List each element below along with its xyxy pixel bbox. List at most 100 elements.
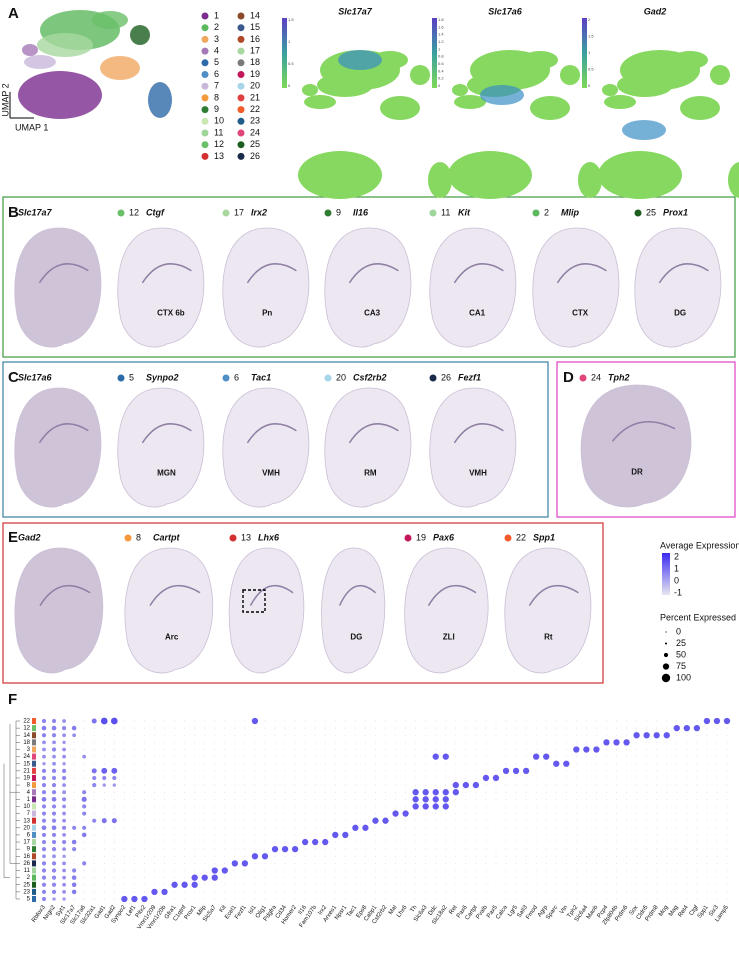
dot [334,855,336,857]
dot [304,791,306,793]
dot [113,841,115,843]
cluster-label: 14 [23,733,30,739]
dot [716,841,718,843]
dot [616,813,618,815]
dot [495,813,497,815]
dot [465,756,467,758]
dot [686,734,688,736]
dot [274,734,276,736]
dot [415,734,417,736]
dot [344,741,346,743]
dot [51,725,57,731]
dot [455,827,457,829]
dot [214,791,216,793]
dot [304,813,306,815]
dot [505,727,507,729]
dot [495,862,497,864]
dot [595,734,597,736]
feature-umap [672,51,708,69]
dot [264,777,266,779]
dot [525,791,527,793]
dot [133,756,135,758]
dot [636,855,638,857]
dot [73,720,75,722]
dot [234,841,236,843]
dot [73,784,75,786]
dot [254,727,256,729]
dot [143,820,145,822]
dot [123,748,125,750]
dot [726,855,728,857]
dot [475,834,477,836]
dot [254,741,256,743]
dot [274,862,276,864]
dot [42,740,46,745]
dot [676,898,678,900]
umap-cluster [24,55,56,69]
dot [143,805,145,807]
cluster-label: 9 [27,847,31,853]
dot [716,777,718,779]
dot [445,784,447,786]
dot [435,834,437,836]
dot [505,891,507,893]
dot [133,791,135,793]
dot [224,805,226,807]
cluster-swatch [32,753,36,760]
dot [545,827,547,829]
dot [184,813,186,815]
dot [595,727,597,729]
dot [726,805,728,807]
dot [616,805,618,807]
dot [495,805,497,807]
dot [485,841,487,843]
dot [616,848,618,850]
dot [575,891,577,893]
dot [686,877,688,879]
dot [334,763,336,765]
dot [626,720,628,722]
dot [344,827,346,829]
dot [445,777,447,779]
dot [133,820,135,822]
dot [475,720,477,722]
dot [716,870,718,872]
dot [585,741,587,743]
dot [334,870,336,872]
dot [425,756,427,758]
colorbar-tick: 0.2 [438,76,444,81]
dot [716,748,718,750]
dot [525,820,527,822]
dot [646,798,648,800]
colorbar-tick: 1.6 [438,24,444,29]
dot [495,763,497,765]
dot [194,870,196,872]
dot [41,896,47,902]
dot [174,820,176,822]
dot [324,784,326,786]
dot [425,820,427,822]
gene-name: Il16 [353,207,369,217]
dot [374,855,376,857]
dot [73,813,75,815]
dot [264,763,266,765]
dot [334,734,336,736]
dot [41,875,47,880]
dot [41,825,47,831]
dot [204,884,206,886]
dot [73,741,75,743]
region-label: VMH [262,469,280,478]
dot [455,756,457,758]
dot [234,884,236,886]
cluster-dot [634,209,642,217]
gene-label: Pvalb [475,904,489,920]
dot [234,898,236,900]
section-detail [556,263,607,284]
dot [184,791,186,793]
dot [82,754,87,759]
cluster-label: 21 [23,768,30,774]
dot [626,862,628,864]
cluster-swatch [32,824,36,831]
dot [164,734,166,736]
dot [535,777,537,779]
